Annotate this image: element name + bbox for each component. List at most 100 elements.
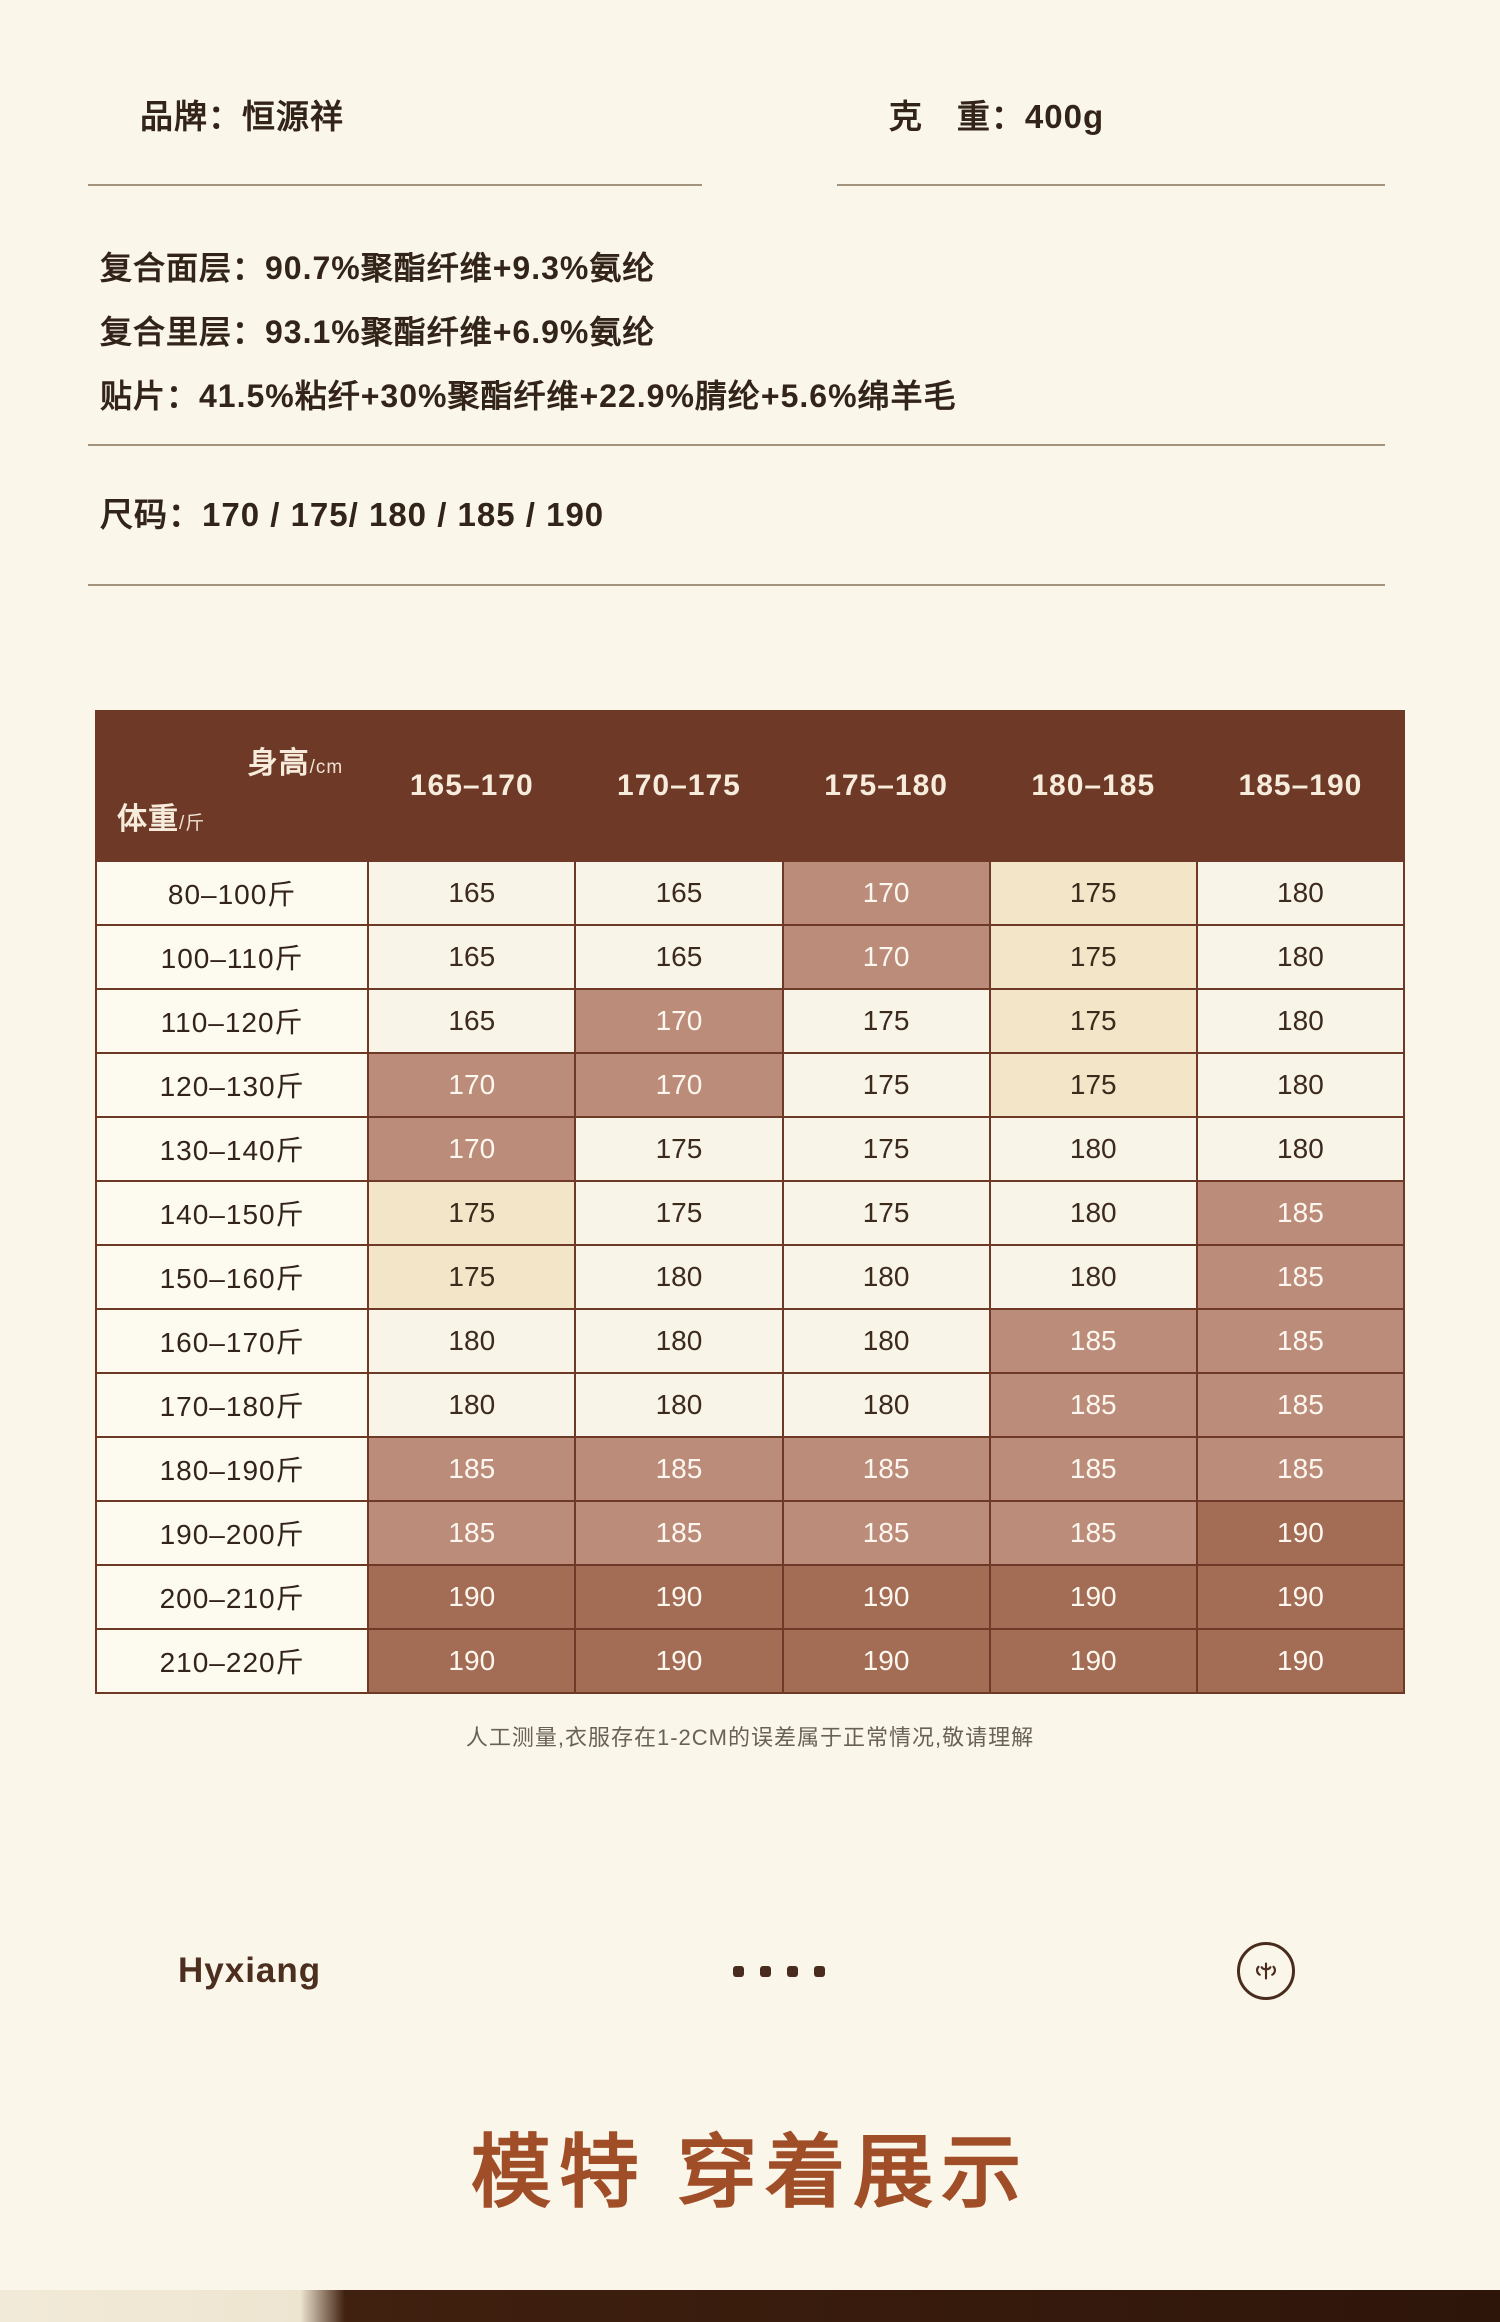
brand-label: 品牌：恒源祥 xyxy=(140,98,344,135)
size-cell: 180 xyxy=(988,1116,1198,1182)
material-surface-line: 复合面层：90.7%聚酯纤维+9.3%氨纶 xyxy=(100,250,656,286)
table-row: 140–150斤 175 175 175 180 185 xyxy=(94,1180,1406,1246)
size-cell: 175 xyxy=(781,1180,991,1246)
height-column-header: 165–170 xyxy=(367,710,577,862)
size-cell: 185 xyxy=(781,1500,991,1566)
measurement-note: 人工测量,衣服存在1-2CM的误差属于正常情况,敬请理解 xyxy=(465,1725,1035,1750)
size-cell: 175 xyxy=(988,988,1198,1054)
size-cell: 190 xyxy=(1195,1500,1406,1566)
size-cell: 175 xyxy=(781,1052,991,1118)
footer-brand-text: Hyxiang xyxy=(178,1951,322,1990)
brand-logo-icon xyxy=(1237,1942,1295,2000)
size-cell: 180 xyxy=(574,1308,784,1374)
weight-row-label: 140–150斤 xyxy=(94,1180,370,1246)
height-column-header: 175–180 xyxy=(781,710,991,862)
size-cell: 180 xyxy=(574,1372,784,1438)
weight-row-label: 200–210斤 xyxy=(94,1564,370,1630)
size-cell: 175 xyxy=(781,1116,991,1182)
size-cell: 180 xyxy=(781,1308,991,1374)
size-cell: 190 xyxy=(367,1564,577,1630)
weight-label: 克 重：400g xyxy=(888,98,1105,135)
size-cell: 190 xyxy=(574,1628,784,1694)
brand-footer: Hyxiang xyxy=(0,1942,1500,2000)
table-row: 130–140斤 170 175 175 180 180 xyxy=(94,1116,1406,1182)
size-cell: 190 xyxy=(988,1564,1198,1630)
table-header-row: 身高/cm 体重/斤 165–170 170–175 175–180 180–1… xyxy=(94,710,1406,862)
weight-row-label: 160–170斤 xyxy=(94,1308,370,1374)
size-cell: 185 xyxy=(781,1436,991,1502)
dot-icon xyxy=(760,1965,772,1977)
size-cell: 170 xyxy=(574,1052,784,1118)
size-cell: 170 xyxy=(781,860,991,926)
size-cell: 185 xyxy=(1195,1180,1406,1246)
size-cell: 180 xyxy=(988,1180,1198,1246)
size-cell: 165 xyxy=(367,860,577,926)
info-header-row: 品牌：恒源祥 克 重：400g xyxy=(0,0,1500,186)
size-cell: 180 xyxy=(367,1308,577,1374)
table-row: 110–120斤 165 170 175 175 180 xyxy=(94,988,1406,1054)
table-row: 120–130斤 170 170 175 175 180 xyxy=(94,1052,1406,1118)
dot-icon xyxy=(814,1965,826,1977)
divider-line xyxy=(88,584,1385,586)
weight-row-label: 80–100斤 xyxy=(94,860,370,926)
size-cell: 180 xyxy=(1195,988,1406,1054)
size-cell: 175 xyxy=(367,1244,577,1310)
weight-block: 克 重：400g xyxy=(836,90,1385,186)
size-cell: 185 xyxy=(988,1436,1198,1502)
weight-row-label: 190–200斤 xyxy=(94,1500,370,1566)
table-row: 170–180斤 180 180 180 185 185 xyxy=(94,1372,1406,1438)
size-cell: 170 xyxy=(574,988,784,1054)
weight-row-label: 180–190斤 xyxy=(94,1436,370,1502)
corner-cell: 身高/cm 体重/斤 xyxy=(94,710,370,862)
size-cell: 190 xyxy=(574,1564,784,1630)
height-column-header: 170–175 xyxy=(574,710,784,862)
height-axis-label: 身高/cm xyxy=(247,747,344,780)
size-cell: 185 xyxy=(1195,1372,1406,1438)
size-cell: 180 xyxy=(1195,924,1406,990)
height-column-header: 180–185 xyxy=(988,710,1198,862)
size-cell: 185 xyxy=(1195,1436,1406,1502)
size-cell: 185 xyxy=(1195,1308,1406,1374)
sizes-label: 尺码：170 / 175/ 180 / 185 / 190 xyxy=(100,496,605,533)
size-cell: 175 xyxy=(988,924,1198,990)
size-cell: 190 xyxy=(1195,1564,1406,1630)
size-cell: 170 xyxy=(367,1052,577,1118)
size-cell: 180 xyxy=(1195,1052,1406,1118)
size-cell: 165 xyxy=(367,988,577,1054)
dot-icon xyxy=(787,1965,799,1977)
size-cell: 175 xyxy=(988,860,1198,926)
table-row: 200–210斤 190 190 190 190 190 xyxy=(94,1564,1406,1630)
table-row: 190–200斤 185 185 185 185 190 xyxy=(94,1500,1406,1566)
size-cell: 165 xyxy=(574,860,784,926)
size-cell: 170 xyxy=(367,1116,577,1182)
size-cell: 185 xyxy=(574,1500,784,1566)
size-cell: 180 xyxy=(574,1244,784,1310)
size-cell: 190 xyxy=(781,1564,991,1630)
size-cell: 190 xyxy=(367,1628,577,1694)
size-cell: 185 xyxy=(574,1436,784,1502)
size-cell: 185 xyxy=(1195,1244,1406,1310)
weight-row-label: 110–120斤 xyxy=(94,988,370,1054)
size-cell: 190 xyxy=(988,1628,1198,1694)
divider-dots xyxy=(733,1965,826,1977)
table-row: 160–170斤 180 180 180 185 185 xyxy=(94,1308,1406,1374)
table-row: 80–100斤 165 165 170 175 180 xyxy=(94,860,1406,926)
size-cell: 175 xyxy=(367,1180,577,1246)
weight-row-label: 130–140斤 xyxy=(94,1116,370,1182)
size-cell: 185 xyxy=(367,1436,577,1502)
dot-icon xyxy=(733,1965,745,1977)
size-cell: 190 xyxy=(781,1628,991,1694)
size-cell: 165 xyxy=(367,924,577,990)
size-cell: 175 xyxy=(988,1052,1198,1118)
size-cell: 185 xyxy=(988,1372,1198,1438)
table-row: 210–220斤 190 190 190 190 190 xyxy=(94,1628,1406,1694)
size-cell: 185 xyxy=(367,1500,577,1566)
weight-row-label: 150–160斤 xyxy=(94,1244,370,1310)
size-cell: 180 xyxy=(1195,860,1406,926)
divider-line xyxy=(88,444,1385,446)
table-row: 150–160斤 175 180 180 180 185 xyxy=(94,1244,1406,1310)
height-column-header: 185–190 xyxy=(1195,710,1406,862)
size-cell: 190 xyxy=(1195,1628,1406,1694)
size-cell: 180 xyxy=(781,1372,991,1438)
table-row: 180–190斤 185 185 185 185 185 xyxy=(94,1436,1406,1502)
